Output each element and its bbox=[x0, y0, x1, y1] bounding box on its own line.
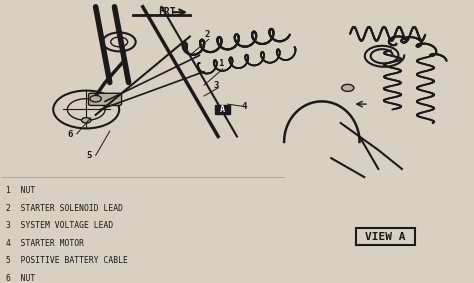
Text: 2  STARTER SOLENOID LEAD: 2 STARTER SOLENOID LEAD bbox=[6, 204, 123, 213]
Text: 1  NUT: 1 NUT bbox=[6, 186, 36, 195]
Text: VIEW A: VIEW A bbox=[365, 231, 406, 241]
Text: 6: 6 bbox=[67, 130, 73, 138]
Text: 4: 4 bbox=[242, 102, 247, 112]
FancyBboxPatch shape bbox=[89, 93, 121, 106]
Text: 5: 5 bbox=[86, 151, 91, 160]
Text: FRT: FRT bbox=[158, 7, 176, 17]
Text: 4  STARTER MOTOR: 4 STARTER MOTOR bbox=[6, 239, 84, 248]
Text: 6  NUT: 6 NUT bbox=[6, 274, 36, 283]
Circle shape bbox=[342, 84, 354, 91]
Text: 3  SYSTEM VOLTAGE LEAD: 3 SYSTEM VOLTAGE LEAD bbox=[6, 221, 113, 230]
Text: 2: 2 bbox=[204, 29, 210, 38]
Text: 5  POSITIVE BATTERY CABLE: 5 POSITIVE BATTERY CABLE bbox=[6, 256, 128, 265]
FancyBboxPatch shape bbox=[215, 106, 230, 114]
Circle shape bbox=[82, 118, 91, 123]
Text: 3: 3 bbox=[213, 81, 219, 90]
Text: 1: 1 bbox=[218, 59, 224, 68]
Circle shape bbox=[90, 95, 101, 102]
Text: A: A bbox=[220, 105, 225, 114]
